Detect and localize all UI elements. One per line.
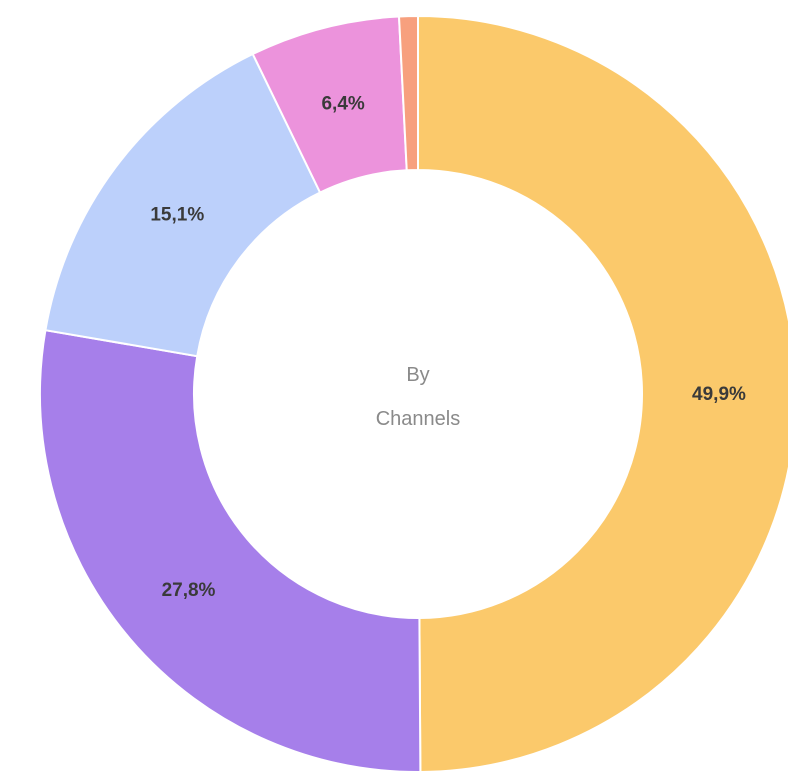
donut-slice-4 bbox=[397, 14, 419, 172]
slice-label-3: 6,4% bbox=[321, 93, 364, 114]
donut-slice-0 bbox=[417, 14, 788, 774]
slice-label-0: 49,9% bbox=[692, 384, 746, 405]
donut-slice-2 bbox=[44, 52, 322, 358]
center-label-line-2: Channels bbox=[376, 408, 461, 430]
slice-label-1: 27,8% bbox=[162, 580, 216, 601]
slice-label-2: 15,1% bbox=[150, 204, 204, 225]
center-label-line-1: By bbox=[406, 364, 429, 386]
donut-slices bbox=[39, 14, 788, 774]
donut-slice-1 bbox=[39, 329, 422, 773]
slice-labels: 49,9% 27,8% 15,1% 6,4% bbox=[150, 93, 746, 600]
